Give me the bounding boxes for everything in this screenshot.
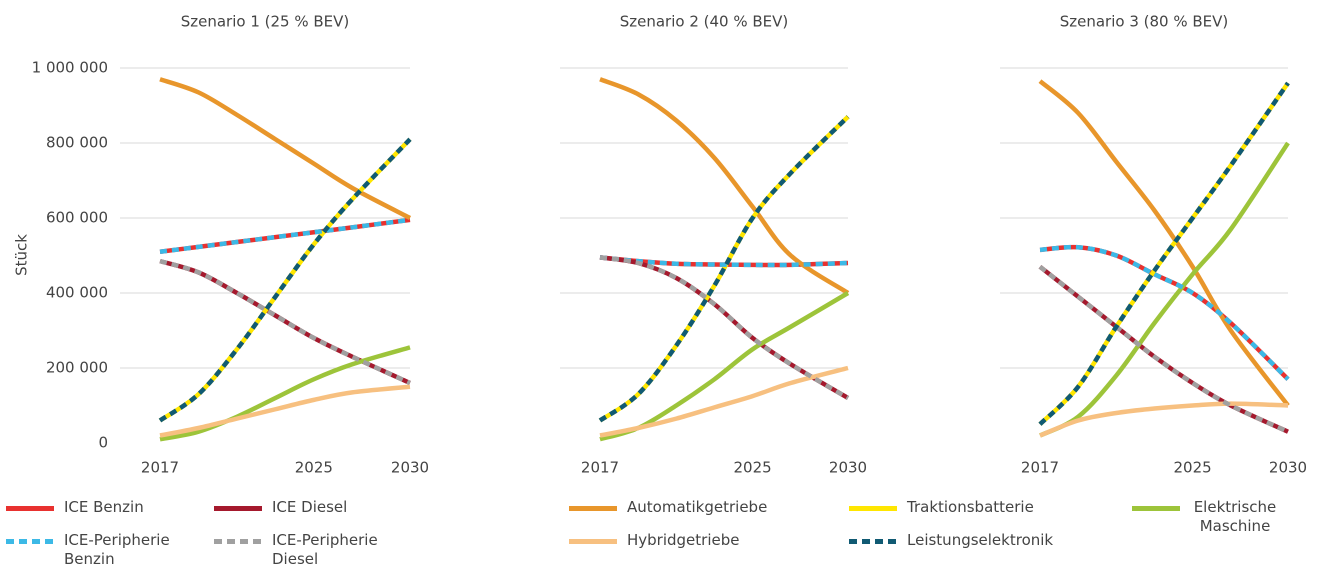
- x-tick-label: 2017: [141, 459, 179, 477]
- series-line: [1038, 81, 1290, 426]
- series-line: [1038, 264, 1289, 434]
- series-line: [1038, 79, 1290, 407]
- y-axis-label: Stück: [13, 234, 31, 276]
- series-line: [1039, 141, 1290, 438]
- y-tick-label: 0: [98, 434, 108, 452]
- series-line: [159, 258, 411, 386]
- y-tick-label: 1 000 000: [32, 59, 108, 77]
- series-line: [1039, 244, 1290, 381]
- series-line: [159, 345, 411, 442]
- x-tick-label: 2025: [734, 459, 772, 477]
- y-tick-label: 200 000: [46, 359, 108, 377]
- series-line: [159, 384, 411, 438]
- y-tick-label: 400 000: [46, 284, 108, 302]
- series-line: [1039, 401, 1289, 438]
- chart: Szenario 1 (25 % BEV) 0 200 000 400 000 600 …: [13, 13, 1308, 477]
- chart-title: Szenario 3 (80 % BEV): [1060, 13, 1229, 31]
- x-tick-label: 2030: [1269, 459, 1307, 477]
- y-tick-label: 800 000: [46, 134, 108, 152]
- x-tick-label: 2025: [295, 459, 333, 477]
- series-line: [158, 137, 412, 423]
- chart-title: Szenario 1 (25 % BEV): [181, 13, 350, 31]
- chart-title: Szenario 2 (40 % BEV): [620, 13, 789, 31]
- series-line: [599, 77, 850, 295]
- series-line: [159, 77, 412, 220]
- series-line: [159, 217, 411, 254]
- series-line: [599, 365, 849, 438]
- series-line: [598, 115, 850, 423]
- x-tick-label: 2017: [581, 459, 619, 477]
- x-tick-label: 2017: [1021, 459, 1059, 477]
- x-tick-label: 2030: [391, 459, 429, 477]
- y-tick-label: 600 000: [46, 209, 108, 227]
- series-line: [158, 137, 412, 423]
- x-tick-label: 2030: [829, 459, 867, 477]
- x-tick-label: 2025: [1174, 459, 1212, 477]
- series-line: [1038, 81, 1290, 426]
- series-line: [159, 258, 411, 386]
- page: Szenario 1 (25 % BEV) 0 200 000 400 000 600 …: [6, 12, 1308, 568]
- series-line: [599, 255, 850, 400]
